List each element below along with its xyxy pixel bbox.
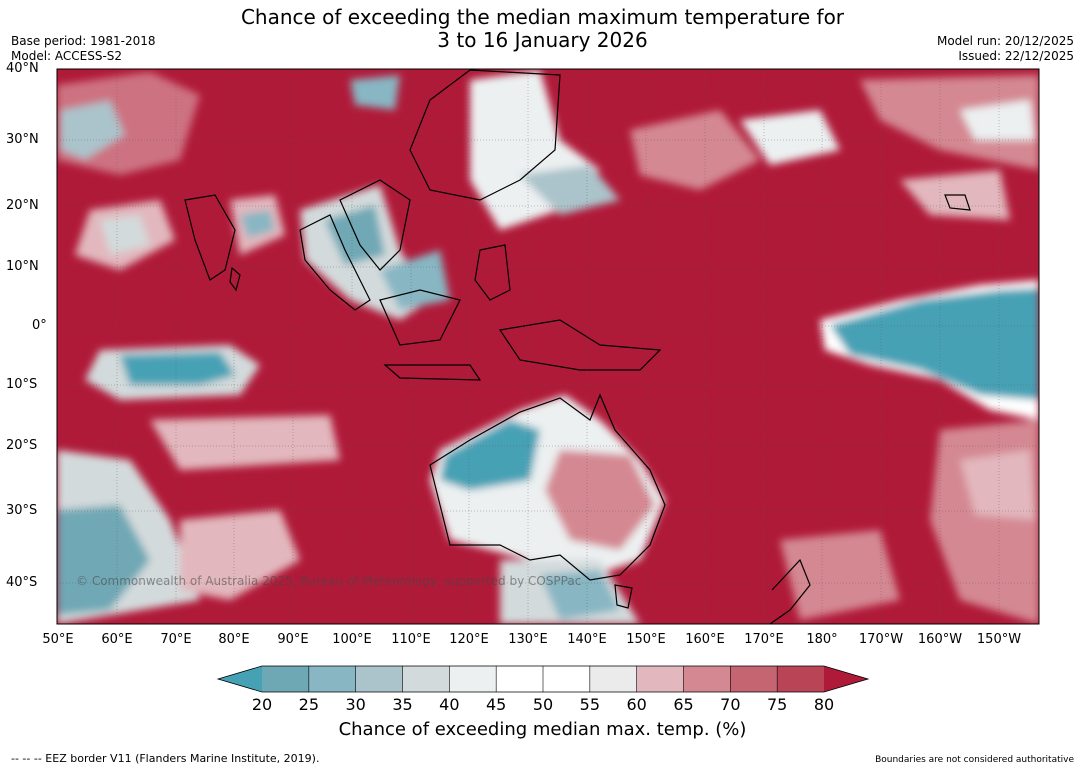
lat-label: 20°N [6, 198, 39, 213]
colorbar-tick-label: 65 [673, 695, 694, 714]
lon-label: 180° [806, 632, 838, 647]
probability-fields [57, 70, 1039, 624]
colorbar-segment [262, 666, 309, 692]
colorbar-segment [543, 666, 590, 692]
lon-label: 140°E [567, 632, 607, 647]
lon-label: 70°E [160, 632, 192, 647]
lat-label: 40°N [6, 61, 39, 76]
lon-label: 120°E [449, 632, 489, 647]
lat-label: 40°S [6, 575, 38, 590]
colorbar-arrow-high [824, 666, 868, 692]
colorbar-tick-label: 70 [720, 695, 741, 714]
colorbar-tick-label: 30 [345, 695, 366, 714]
colorbar-segment [449, 666, 497, 692]
colorbar-tick-label: 50 [532, 695, 554, 714]
colorbar-segment [308, 666, 356, 692]
lat-label: 20°S [6, 438, 38, 453]
lon-label: 110°E [391, 632, 431, 647]
issued-date: Issued: 22/12/2025 [958, 49, 1074, 63]
colorbar-label: Chance of exceeding median max. temp. (%… [338, 719, 747, 740]
map-title-line1: Chance of exceeding the median maximum t… [240, 5, 845, 29]
colorbar-segment [355, 666, 403, 692]
colorbar-segment [683, 666, 731, 692]
base-period: Base period: 1981-2018 [11, 34, 156, 48]
lon-label: 150°E [626, 632, 666, 647]
colorbar [216, 665, 870, 693]
colorbar-tick-label: 25 [298, 695, 320, 714]
coastlines [184, 69, 971, 624]
colorbar-tick-label: 80 [813, 695, 835, 714]
colorbar-tick-label: 35 [392, 695, 413, 714]
map-title-line2: 3 to 16 January 2026 [437, 28, 648, 52]
lat-label: 10°S [6, 377, 38, 392]
eez-border-note: -- -- -- EEZ border V11 (Flanders Marine… [11, 752, 320, 765]
lon-label: 150°W [976, 632, 1022, 647]
colorbar-segment [589, 666, 637, 692]
lon-label: 160°E [685, 632, 725, 647]
lon-label: 170°E [744, 632, 784, 647]
lon-label: 170°W [858, 632, 904, 647]
colorbar-segment [496, 666, 543, 692]
lon-label: 130°E [508, 632, 548, 647]
boundaries-disclaimer: Boundaries are not considered authoritat… [875, 755, 1074, 765]
model-run-date: Model run: 20/12/2025 [936, 34, 1074, 48]
colorbar-tick-label: 75 [766, 695, 788, 714]
lon-label: 90°E [277, 632, 309, 647]
colorbar-segment [402, 666, 450, 692]
lon-label: 50°E [42, 632, 74, 647]
colorbar-segment [730, 666, 778, 692]
model-name: Model: ACCESS-S2 [11, 49, 123, 63]
lon-label: 100°E [332, 632, 372, 647]
copyright-notice: © Commonwealth of Australia 2025, Bureau… [76, 574, 582, 588]
lat-label: 0° [32, 318, 47, 333]
lon-label: 60°E [101, 632, 133, 647]
colorbar-tick-label: 40 [439, 695, 460, 714]
lat-label: 30°N [6, 132, 39, 147]
colorbar-arrow-low [218, 666, 262, 692]
colorbar-segment [777, 666, 824, 692]
colorbar-tick-label: 55 [579, 695, 601, 714]
colorbar-tick-label: 20 [251, 695, 273, 714]
lat-label: 30°S [6, 503, 38, 518]
graticule [57, 69, 1039, 624]
lon-label: 160°W [917, 632, 963, 647]
colorbar-outline [216, 665, 870, 693]
colorbar-tick-label: 45 [485, 695, 507, 714]
map-frame [56, 68, 1040, 625]
lon-label: 80°E [218, 632, 250, 647]
colorbar-tick-label: 60 [626, 695, 647, 714]
colorbar-segment [636, 666, 684, 692]
lat-label: 10°N [6, 259, 39, 274]
